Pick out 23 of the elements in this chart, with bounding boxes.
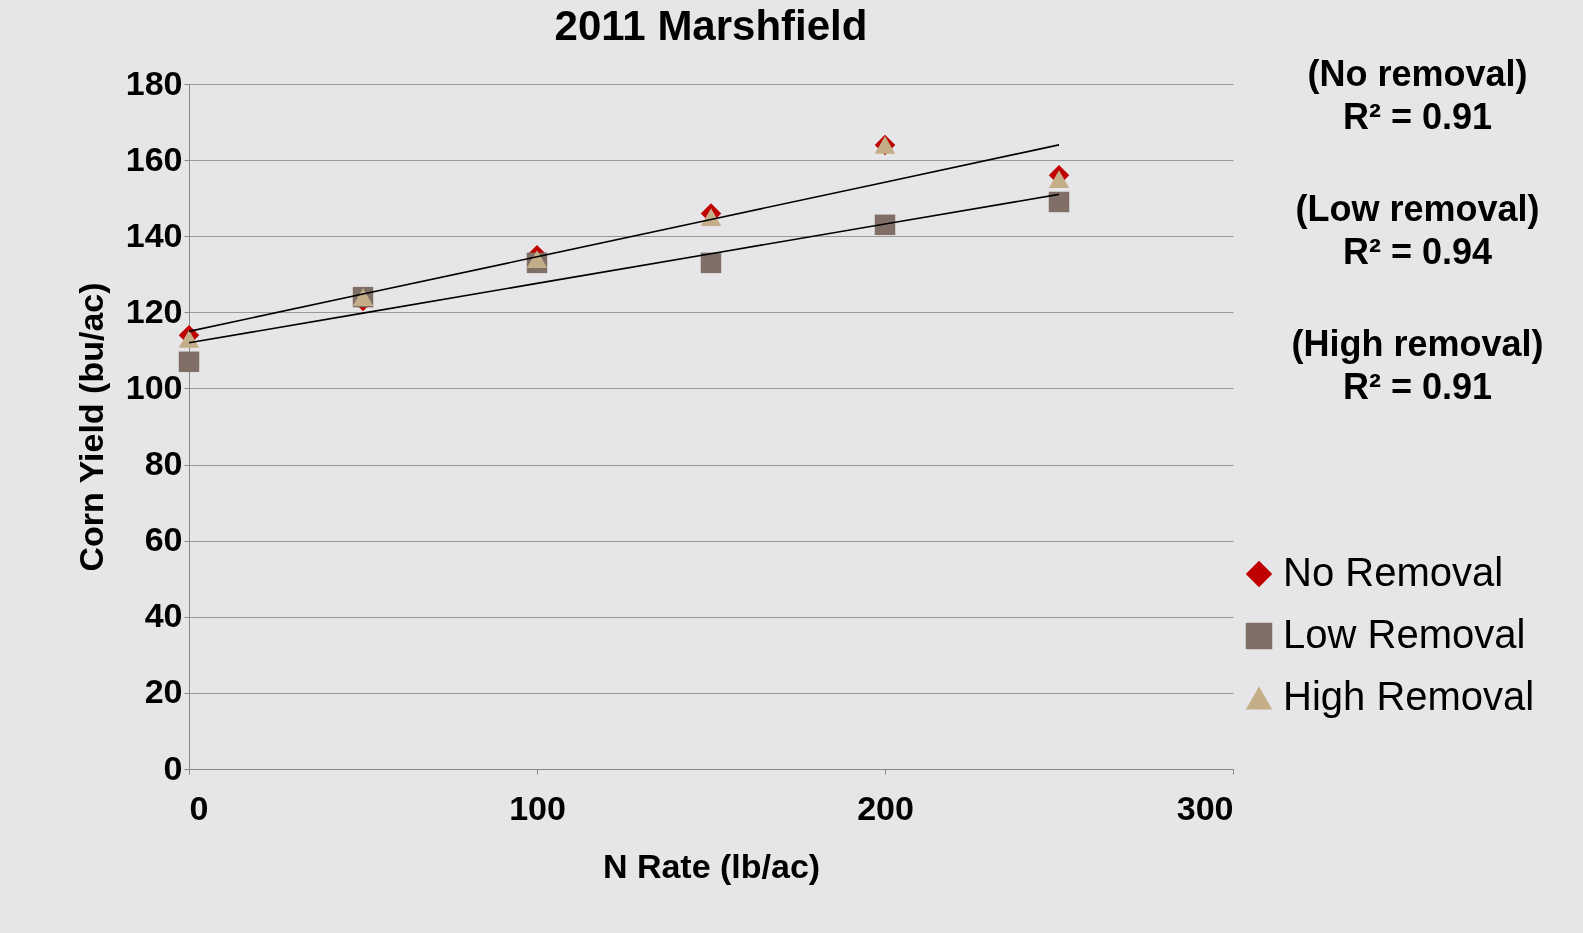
x-tick-label: 300	[1176, 788, 1234, 827]
text: (No removal) R² = 0.91	[1306, 52, 1529, 140]
y-tick-label: 80	[144, 444, 183, 483]
y-axis-title: Corn Yield (bu/ac)	[71, 282, 110, 572]
y-tick-label: 0	[163, 748, 183, 787]
legend-label: High Removal	[1283, 674, 1535, 718]
y-tick-label: 140	[125, 215, 183, 254]
text: (High removal) R² = 0.91	[1290, 322, 1545, 410]
y-tick-label: 20	[144, 672, 183, 711]
chart-title: 2011 Marshfield	[554, 2, 868, 49]
x-tick-label: 0	[189, 788, 209, 827]
legend-label: No Removal	[1283, 550, 1504, 594]
y-tick-label: 60	[144, 520, 183, 559]
legend-label: Low Removal	[1283, 612, 1526, 656]
y-tick-label: 120	[125, 291, 183, 330]
y-tick-label: 180	[125, 63, 183, 102]
x-axis-title: N Rate (lb/ac)	[602, 846, 821, 885]
x-tick-label: 100	[509, 788, 566, 827]
y-tick-label: 100	[125, 367, 183, 406]
y-tick-label: 160	[125, 139, 183, 178]
x-tick-label: 200	[857, 788, 914, 827]
y-tick-label: 40	[144, 596, 183, 635]
text: (Low removal) R² = 0.94	[1294, 187, 1541, 275]
